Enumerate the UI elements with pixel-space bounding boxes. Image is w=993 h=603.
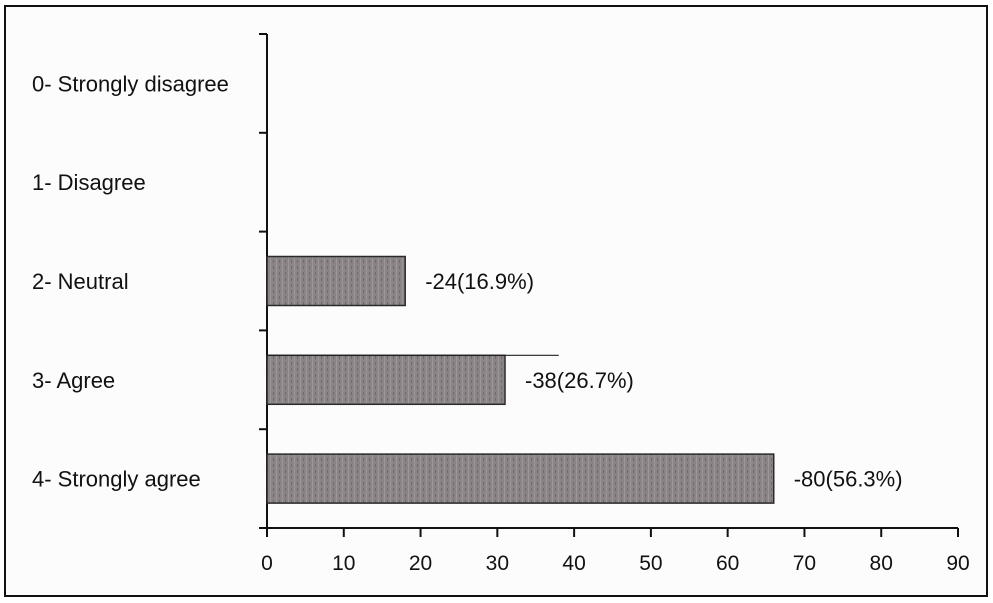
category-label: 1- Disagree: [32, 170, 146, 195]
data-label: -24(16.9%): [425, 269, 534, 294]
x-tick-label: 60: [716, 552, 739, 575]
data-label: -38(26.7%): [525, 368, 634, 393]
x-tick-label: 0: [261, 552, 273, 575]
category-label: 3- Agree: [32, 368, 115, 393]
bar: [266, 255, 406, 307]
x-tick-label: 80: [870, 552, 893, 575]
x-tick-label: 90: [946, 552, 969, 575]
data-label: -80(56.3%): [794, 467, 903, 492]
x-tick-label: 50: [639, 552, 662, 575]
bar: [266, 354, 506, 406]
x-tick-label: 10: [332, 552, 355, 575]
bar: [266, 453, 775, 504]
category-label: 2- Neutral: [32, 269, 129, 294]
category-label: 4- Strongly agree: [32, 467, 201, 492]
x-tick-label: 30: [486, 552, 509, 575]
category-label: 0- Strongly disagree: [32, 71, 229, 96]
x-tick-label: 40: [562, 552, 585, 575]
x-tick-label: 70: [793, 552, 816, 575]
x-tick-label: 20: [409, 552, 432, 575]
